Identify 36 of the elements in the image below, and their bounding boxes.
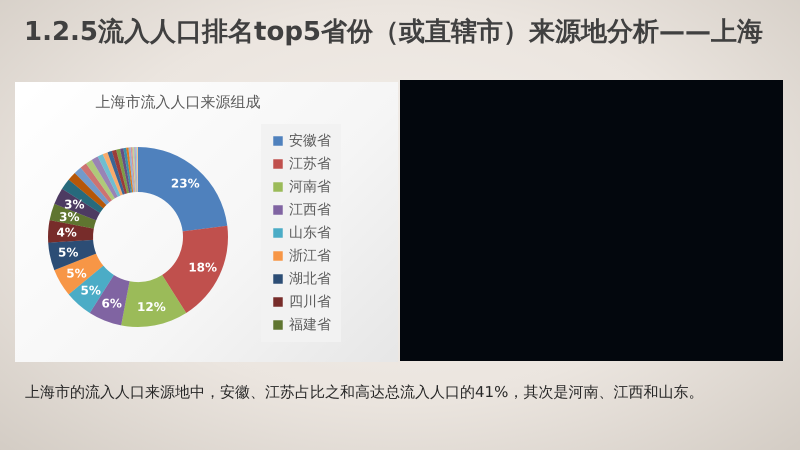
donut-slice bbox=[126, 148, 134, 192]
data-label: 23% bbox=[170, 176, 200, 190]
text: 上海市的流入人口来源地中，安徽、江苏占比之和高达总流入人口的41%，其次是河南、江西和山东。 bbox=[25, 382, 704, 403]
data-label: 5% bbox=[80, 284, 101, 298]
donut-slice bbox=[98, 154, 120, 197]
legend-label: 浙江省 bbox=[289, 248, 331, 264]
donut-slice bbox=[120, 148, 131, 193]
legend-label: 山东省 bbox=[289, 225, 331, 241]
legend-label: 湖北省 bbox=[289, 271, 331, 287]
donut-slice bbox=[116, 148, 130, 194]
data-label: 18% bbox=[188, 260, 218, 274]
donut-slice bbox=[138, 147, 228, 232]
legend-label: 福建省 bbox=[289, 317, 331, 333]
legend-label: 江苏省 bbox=[289, 156, 331, 172]
donut-slice bbox=[108, 150, 125, 195]
donut-slice bbox=[123, 148, 132, 193]
donut-slice bbox=[121, 274, 186, 327]
data-label: 12% bbox=[137, 300, 166, 314]
donut-slice bbox=[62, 180, 104, 213]
donut-slice bbox=[112, 150, 128, 194]
donut-slice bbox=[128, 147, 134, 192]
text: 1.2.5流入人口排名top5省份（或直辖市）来源地分析——上海 bbox=[24, 16, 764, 49]
chart-title: 上海市流入人口来源组成 bbox=[96, 93, 260, 111]
data-label: 4% bbox=[56, 226, 77, 240]
donut-slice bbox=[92, 156, 118, 198]
data-label: 3% bbox=[59, 210, 80, 224]
legend-label: 安徽省 bbox=[289, 133, 331, 149]
donut-slice bbox=[102, 152, 123, 196]
donut-slice bbox=[86, 160, 115, 200]
data-label: 6% bbox=[101, 296, 122, 310]
data-label: 5% bbox=[66, 266, 87, 280]
data-label: 3% bbox=[64, 198, 84, 212]
legend-label: 江西省 bbox=[289, 202, 331, 218]
legend-label: 四川省 bbox=[289, 294, 331, 310]
legend-label: 河南省 bbox=[289, 179, 331, 195]
data-label: 5% bbox=[58, 246, 78, 260]
